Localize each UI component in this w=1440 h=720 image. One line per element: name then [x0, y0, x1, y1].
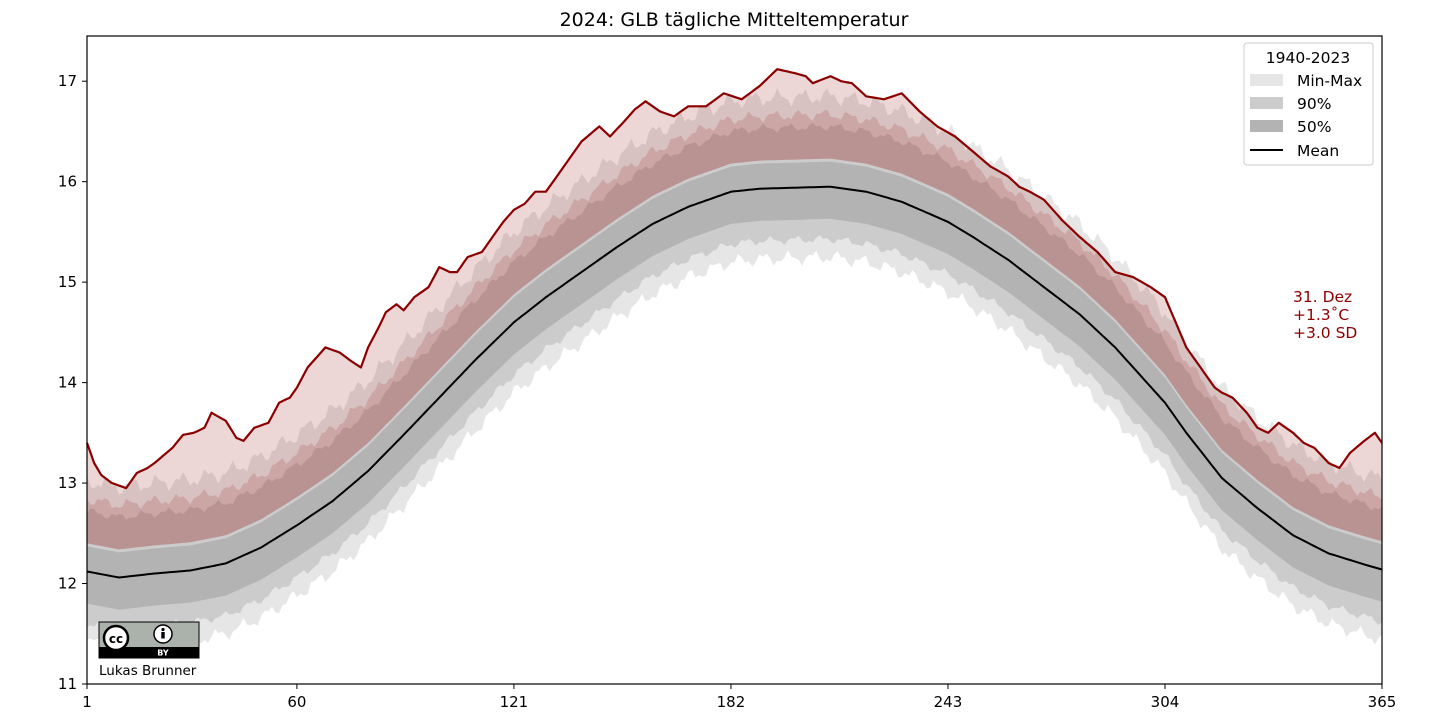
climatology-bands [87, 88, 1382, 653]
x-tick-label: 1 [82, 693, 92, 711]
legend-label-min-max: Min-Max [1297, 72, 1362, 90]
legend-label-mean: Mean [1297, 142, 1339, 160]
annotation-anomaly: +1.3˚C [1293, 306, 1349, 324]
x-tick-label: 182 [717, 693, 746, 711]
band-p90 [87, 122, 1382, 633]
chart-title: 2024: GLB tägliche Mitteltemperatur [560, 9, 909, 31]
x-tick-label: 60 [287, 693, 306, 711]
svg-text:cc: cc [109, 632, 123, 646]
band-min-max [87, 88, 1382, 653]
line-2024 [85, 68, 1383, 490]
y-tick-label: 13 [58, 474, 77, 492]
legend-label-p90: 90% [1297, 95, 1331, 113]
x-tick-label: 304 [1151, 693, 1180, 711]
x-tick-label: 365 [1368, 693, 1397, 711]
year-2024-bands [87, 69, 1382, 550]
band-2024-inner [87, 109, 1382, 550]
legend-swatch-min-max [1250, 74, 1283, 86]
legend-swatch-p90 [1250, 97, 1283, 109]
cc-icon [102, 624, 130, 652]
x-axis: 1 60 121 182 243 304 365 [82, 684, 1396, 711]
credit-author: Lukas Brunner [99, 663, 197, 679]
annotation-date: 31. Dez [1293, 288, 1352, 306]
y-tick-label: 15 [58, 273, 77, 291]
band-2024-outer [87, 69, 1382, 550]
plot-frame [86, 35, 1383, 685]
y-tick-label: 14 [58, 374, 77, 392]
legend-title: 1940-2023 [1266, 49, 1351, 67]
annotation-sd: +3.0 SD [1293, 324, 1357, 342]
legend-box [1243, 42, 1374, 166]
mean-line [86, 185, 1383, 579]
x-tick-label: 243 [934, 693, 963, 711]
legend: 1940-2023 Min-Max 90% 50% Mean [1243, 42, 1374, 166]
latest-annotation: 31. Dez +1.3˚C +3.0 SD [1293, 288, 1357, 342]
y-axis: 11 12 13 14 15 16 17 [58, 72, 87, 693]
y-tick-label: 12 [58, 575, 77, 593]
legend-swatch-p50 [1250, 120, 1283, 132]
y-tick-label: 17 [58, 72, 77, 90]
y-tick-label: 11 [58, 675, 77, 693]
license-label: BY [157, 649, 169, 658]
band-p50 [87, 161, 1382, 610]
x-tick-label: 121 [500, 693, 529, 711]
cc-by-badge: cc BY [98, 621, 200, 659]
legend-label-p50: 50% [1297, 118, 1331, 136]
y-tick-label: 16 [58, 173, 77, 191]
